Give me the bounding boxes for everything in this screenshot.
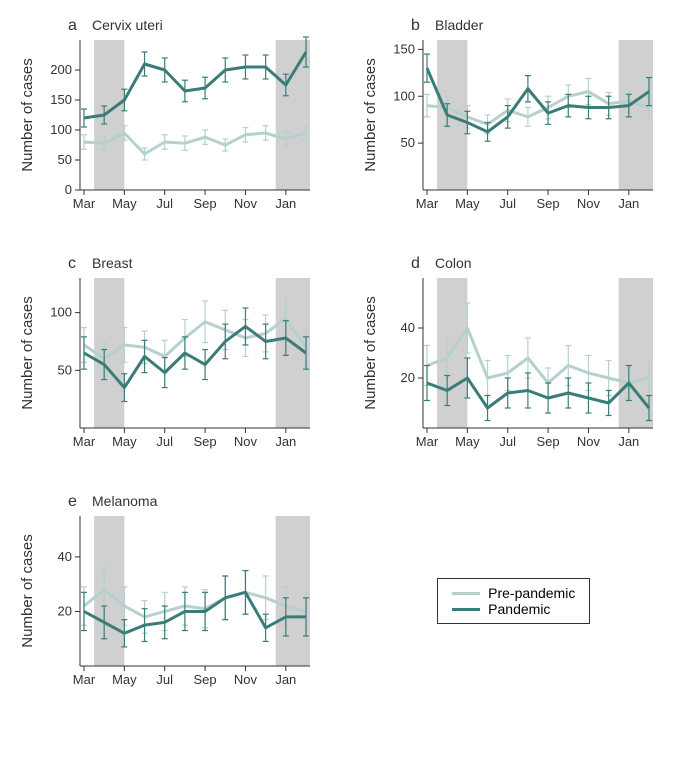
svg-text:Sep: Sep: [194, 196, 217, 211]
svg-text:Jan: Jan: [618, 196, 639, 211]
svg-text:50: 50: [58, 152, 72, 167]
svg-text:Sep: Sep: [194, 672, 217, 687]
svg-text:Sep: Sep: [536, 196, 559, 211]
svg-text:Mar: Mar: [73, 672, 96, 687]
panel-a: 0 50 100 150 200 Mar May Jul Sep Nov Jan Number of …: [10, 10, 333, 240]
svg-text:Number of cases: Number of cases: [362, 296, 379, 409]
svg-text:c: c: [68, 255, 76, 272]
svg-text:Mar: Mar: [73, 434, 96, 449]
svg-text:Nov: Nov: [234, 672, 258, 687]
svg-text:May: May: [455, 434, 480, 449]
svg-text:d: d: [411, 255, 420, 272]
svg-text:Number of cases: Number of cases: [19, 58, 36, 171]
legend-pandemic: Pandemic: [452, 601, 575, 617]
svg-text:100: 100: [50, 305, 72, 320]
svg-text:40: 40: [58, 549, 72, 564]
svg-text:Jul: Jul: [499, 196, 516, 211]
svg-text:a: a: [68, 17, 77, 34]
svg-text:Jul: Jul: [156, 434, 173, 449]
panel-e: 20 40 Mar May Jul Sep Nov Jan Number of cases e Me…: [10, 486, 333, 716]
svg-text:Number of cases: Number of cases: [19, 296, 36, 409]
svg-text:Nov: Nov: [576, 434, 600, 449]
legend: Pre-pandemic Pandemic: [437, 578, 590, 624]
svg-text:Mar: Mar: [415, 434, 438, 449]
panels-grid: 0 50 100 150 200 Mar May Jul Sep Nov Jan Number of …: [10, 10, 675, 716]
svg-text:Jan: Jan: [275, 434, 296, 449]
svg-text:Jul: Jul: [156, 196, 173, 211]
legend-label-pandemic: Pandemic: [488, 601, 550, 617]
svg-text:May: May: [455, 196, 480, 211]
svg-text:May: May: [112, 196, 137, 211]
legend-swatch-pandemic: [452, 608, 480, 611]
svg-text:Colon: Colon: [435, 255, 472, 271]
svg-text:May: May: [112, 434, 137, 449]
svg-text:0: 0: [65, 182, 72, 197]
svg-text:Breast: Breast: [92, 255, 133, 271]
svg-text:100: 100: [393, 88, 415, 103]
svg-text:Number of cases: Number of cases: [362, 58, 379, 171]
panel-b: 50 100 150 Mar May Jul Sep Nov Jan Number of case…: [353, 10, 676, 240]
legend-label-prepandemic: Pre-pandemic: [488, 585, 575, 601]
svg-text:Bladder: Bladder: [435, 17, 484, 33]
svg-text:Jul: Jul: [499, 434, 516, 449]
svg-text:Sep: Sep: [536, 434, 559, 449]
panel-c: 50 100 Mar May Jul Sep Nov Jan Number of cases cB…: [10, 248, 333, 478]
svg-text:Nov: Nov: [576, 196, 600, 211]
legend-prepandemic: Pre-pandemic: [452, 585, 575, 601]
svg-text:20: 20: [400, 370, 414, 385]
legend-swatch-prepandemic: [452, 592, 480, 595]
svg-text:Cervix uteri: Cervix uteri: [92, 17, 163, 33]
svg-text:e: e: [68, 493, 77, 510]
svg-text:50: 50: [400, 135, 414, 150]
svg-text:50: 50: [58, 362, 72, 377]
svg-text:150: 150: [50, 92, 72, 107]
svg-text:Nov: Nov: [234, 434, 258, 449]
svg-text:Jan: Jan: [618, 434, 639, 449]
svg-text:40: 40: [400, 320, 414, 335]
svg-text:Jul: Jul: [156, 672, 173, 687]
svg-text:Mar: Mar: [73, 196, 96, 211]
svg-text:Mar: Mar: [415, 196, 438, 211]
svg-text:Sep: Sep: [194, 434, 217, 449]
svg-text:Jan: Jan: [275, 672, 296, 687]
svg-text:200: 200: [50, 62, 72, 77]
svg-text:Number of cases: Number of cases: [19, 534, 36, 647]
svg-text:May: May: [112, 672, 137, 687]
svg-text:Melanoma: Melanoma: [92, 493, 158, 509]
svg-text:Nov: Nov: [234, 196, 258, 211]
panel-d: 20 40 Mar May Jul Sep Nov Jan Number of cases d Co…: [353, 248, 676, 478]
svg-text:100: 100: [50, 122, 72, 137]
svg-text:150: 150: [393, 41, 415, 56]
svg-text:20: 20: [58, 603, 72, 618]
svg-text:Jan: Jan: [275, 196, 296, 211]
svg-text:b: b: [411, 17, 420, 34]
